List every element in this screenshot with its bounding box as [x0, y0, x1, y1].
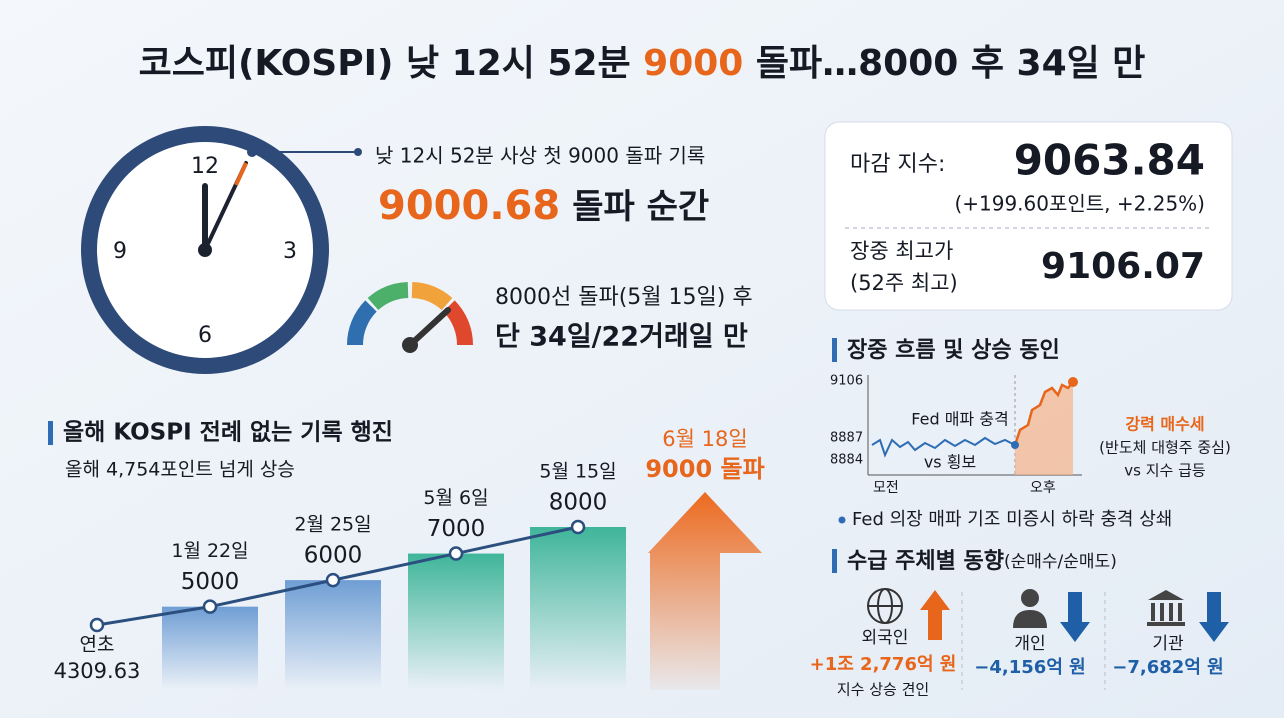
- clock-number: 6: [198, 323, 212, 348]
- note: (반도체 대형주 중심): [1099, 439, 1231, 457]
- x-label: 오후: [1030, 480, 1056, 496]
- gauge-arc: [346, 300, 377, 346]
- intraday-point: [1068, 377, 1078, 387]
- pointer-dot: [354, 148, 362, 156]
- bank-icon: [1147, 590, 1185, 626]
- gauge-arc: [367, 282, 409, 311]
- intraday-chart: [867, 375, 1082, 476]
- records-subheading: 올해 4,754포인트 넘게 상승: [65, 459, 295, 481]
- clock-center: [198, 243, 212, 257]
- flow-amount: −7,682억 원: [1112, 657, 1223, 678]
- close-value: 9063.84: [1014, 136, 1205, 185]
- high-value: 9106.07: [1041, 246, 1205, 287]
- clock: 12 3 6 9: [81, 126, 362, 374]
- record-date: 5월 6일: [423, 487, 488, 509]
- flows-heading-main: 수급 주체별 동향: [847, 549, 1004, 574]
- moment-line: 9000.68 돌파 순간: [378, 183, 709, 229]
- intraday-area: [1015, 382, 1073, 475]
- flow-name: 외국인: [862, 628, 909, 648]
- title-part: 코스피(KOSPI) 낮 12시 52분: [139, 43, 644, 84]
- second-hand: [234, 162, 248, 186]
- record-date: 연초: [80, 634, 115, 656]
- records-heading: 올해 KOSPI 전례 없는 기록 행진: [63, 420, 393, 446]
- pointer-dot: [247, 147, 257, 157]
- clock-number: 3: [283, 239, 297, 264]
- clock-number: 9: [113, 239, 127, 264]
- speed-line: 8000선 돌파(5월 15일) 후: [495, 285, 753, 310]
- record-point: [448, 546, 464, 561]
- title-highlight: 9000: [643, 43, 743, 84]
- gauge-hub: [402, 337, 418, 353]
- record-value: 5000: [181, 569, 240, 595]
- x-label: 모전: [873, 480, 899, 496]
- up-arrow: [920, 590, 950, 640]
- record-value: 4309.63: [54, 659, 141, 683]
- record-point: [202, 599, 218, 614]
- intraday-heading: 장중 흐름 및 상승 동인: [847, 338, 1060, 363]
- gauge: [346, 282, 474, 353]
- bullet-text: Fed 의장 매파 기조 미증시 하락 충격 상쇄: [852, 509, 1172, 530]
- record-point: [570, 519, 586, 535]
- close-label: 마감 지수:: [850, 152, 945, 177]
- high-label: 장중 최고가: [850, 239, 953, 263]
- moment-caption: 낮 12시 52분 사상 첫 9000 돌파 기록: [375, 144, 705, 168]
- moment-value: 9000.68: [378, 183, 560, 229]
- record-bar: [162, 606, 258, 690]
- record-value: 7000: [427, 516, 486, 542]
- high-label: (52주 최고): [850, 271, 958, 295]
- heading-bar: [48, 421, 53, 445]
- record-value: 8000: [549, 490, 608, 516]
- record-value: 6000: [304, 543, 363, 569]
- flows-heading-note: (순매수/순매도): [1004, 552, 1117, 572]
- record-point: [89, 617, 105, 633]
- close-change: (+199.60포인트, +2.25%): [954, 192, 1205, 216]
- y-tick-label: 8884: [830, 453, 863, 468]
- record-point: [325, 572, 341, 588]
- flow-name: 개인: [1014, 634, 1045, 654]
- record-bar: [530, 527, 626, 690]
- gauge-arc: [411, 282, 453, 311]
- intraday-point: [1011, 441, 1019, 449]
- record-date: 5월 15일: [539, 461, 616, 483]
- records-chart: 연초 4309.63 1월 22일 5000 2월 25일 6000 5월 6일 7000 5월…: [54, 461, 626, 690]
- person-icon: [1013, 589, 1047, 628]
- note: vs 지수 급등: [1124, 462, 1206, 480]
- intraday-line: [1013, 381, 1074, 446]
- globe-icon: [867, 588, 903, 624]
- target-date: 6월 18일: [662, 427, 747, 451]
- flow-name: 기관: [1152, 634, 1183, 654]
- record-bar: [285, 580, 381, 690]
- title: 코스피(KOSPI) 낮 12시 52분 9000 돌파…8000 후 34일 …: [139, 43, 1146, 84]
- moment-label: 돌파 순간: [572, 187, 709, 227]
- down-arrow: [1199, 592, 1229, 642]
- y-tick-label: 9106: [830, 374, 863, 389]
- heading-bar: [832, 338, 837, 362]
- flow-note: 지수 상승 견인: [837, 681, 929, 699]
- bullet-dot: [838, 516, 846, 524]
- speed-line: 단 34일/22거래일 만: [495, 322, 748, 353]
- record-bar: [408, 553, 504, 690]
- note: vs 횡보: [924, 453, 976, 472]
- note: Fed 매파 충격: [911, 410, 1008, 429]
- target-label: 9000 돌파: [645, 455, 764, 483]
- gauge-needle: [407, 307, 451, 348]
- intraday-line: [871, 436, 1016, 458]
- clock-number: 12: [191, 154, 219, 179]
- title-part: 돌파…8000 후 34일 만: [743, 43, 1145, 84]
- y-tick-label: 8887: [830, 431, 863, 446]
- flow-amount: −4,156억 원: [974, 657, 1085, 678]
- record-date: 1월 22일: [171, 540, 248, 562]
- close-card: [824, 121, 1233, 311]
- note: 강력 매수세: [1125, 415, 1204, 434]
- flow-amount: +1조 2,776억 원: [810, 654, 957, 675]
- record-date: 2월 25일: [294, 514, 371, 536]
- gauge-arc: [443, 300, 474, 346]
- down-arrow: [1060, 592, 1090, 642]
- heading-bar: [832, 549, 837, 573]
- target-arrow: [648, 492, 762, 690]
- flows-heading: 수급 주체별 동향(순매수/순매도): [847, 549, 1117, 574]
